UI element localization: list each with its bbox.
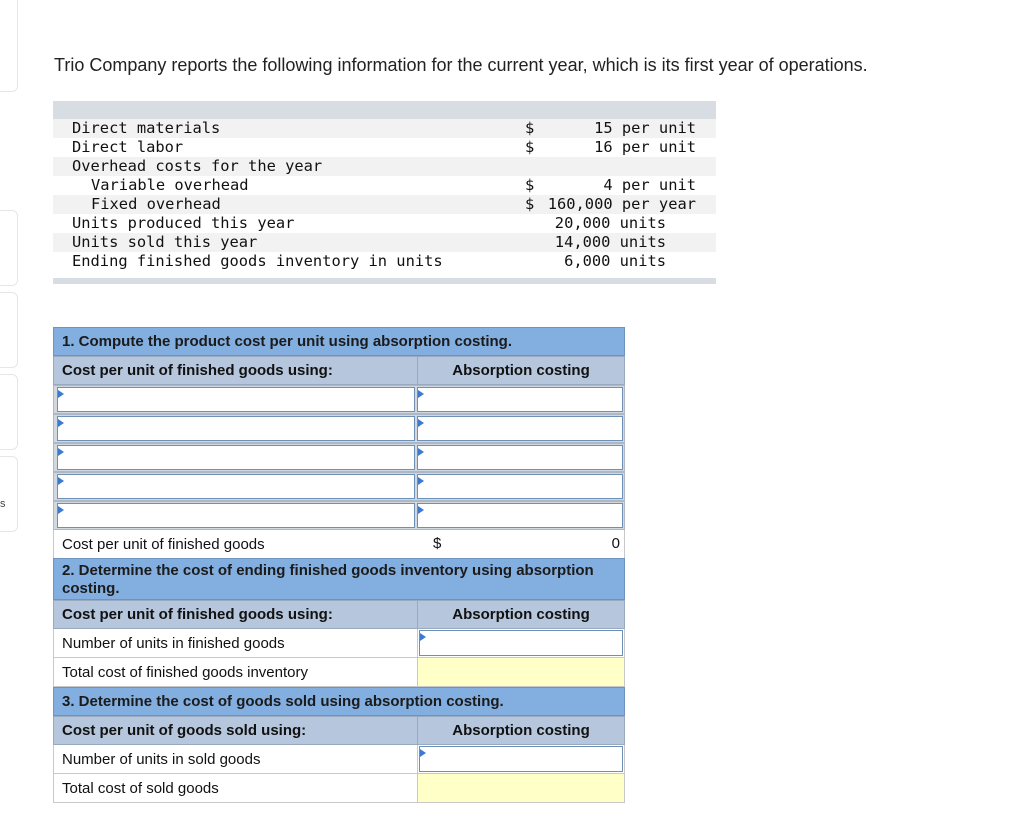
edge-glyph: s bbox=[0, 498, 6, 510]
info-row-value: 15 per unit bbox=[594, 119, 696, 137]
worksheet: 1. Compute the product cost per unit usi… bbox=[53, 327, 625, 803]
info-table: Direct materials $15 per unit Direct labor… bbox=[53, 101, 716, 284]
currency-symbol: $ bbox=[433, 535, 442, 552]
cost-item-dropdown[interactable] bbox=[57, 416, 415, 441]
info-row-label: Variable overhead bbox=[91, 176, 249, 194]
cost-amount-input[interactable] bbox=[417, 445, 623, 470]
cost-amount-input[interactable] bbox=[417, 474, 623, 499]
finished-units-input[interactable] bbox=[419, 630, 623, 656]
info-row-value: 6,000 units bbox=[564, 252, 666, 270]
info-row-label: Direct labor bbox=[72, 138, 184, 156]
cost-item-dropdown[interactable] bbox=[57, 387, 415, 412]
info-table-footer bbox=[53, 278, 716, 284]
part2-col1-label: Cost per unit of finished goods using: bbox=[54, 601, 418, 628]
dropdown-marker-icon bbox=[420, 633, 426, 641]
part1-col2-label: Absorption costing bbox=[452, 362, 590, 379]
info-row-label: Units sold this year bbox=[72, 233, 258, 251]
dropdown-marker-icon bbox=[418, 477, 424, 485]
part2-total-label: Total cost of finished goods inventory bbox=[54, 658, 418, 686]
cost-amount-input[interactable] bbox=[417, 387, 623, 412]
part1-input-row bbox=[53, 414, 625, 443]
dropdown-marker-icon bbox=[418, 419, 424, 427]
part3-col1-label: Cost per unit of goods sold using: bbox=[54, 717, 418, 744]
part2-units-label: Number of units in finished goods bbox=[54, 629, 418, 657]
dropdown-marker-icon bbox=[58, 506, 64, 514]
part1-total-cell: $ 0 bbox=[418, 530, 624, 558]
part2-units-row: Number of units in finished goods bbox=[53, 629, 625, 658]
cost-of-sold-goods-cell bbox=[418, 774, 624, 802]
part2-total-row: Total cost of finished goods inventory bbox=[53, 658, 625, 687]
dropdown-marker-icon bbox=[418, 506, 424, 514]
info-row: Units produced this year 20,000 units bbox=[53, 214, 716, 233]
info-row: Direct materials $15 per unit bbox=[53, 119, 716, 138]
part1-total-label: Cost per unit of finished goods bbox=[62, 536, 265, 553]
dropdown-marker-icon bbox=[58, 390, 64, 398]
part3-total-row: Total cost of sold goods bbox=[53, 774, 625, 803]
cost-item-dropdown[interactable] bbox=[57, 445, 415, 470]
info-row: Direct labor $16 per unit bbox=[53, 138, 716, 157]
part3-units-label: Number of units in sold goods bbox=[54, 745, 418, 773]
cost-item-dropdown[interactable] bbox=[57, 474, 415, 499]
cost-amount-input[interactable] bbox=[417, 503, 623, 528]
info-row: Overhead costs for the year bbox=[53, 157, 716, 176]
part2-column-header: Cost per unit of finished goods using: A… bbox=[53, 600, 625, 629]
info-row-label: Ending finished goods inventory in units bbox=[72, 252, 443, 270]
info-row-value: 14,000 units bbox=[554, 233, 666, 251]
info-row-currency: $ bbox=[525, 195, 535, 213]
info-row-value: 16 per unit bbox=[594, 138, 696, 156]
part3-column-header: Cost per unit of goods sold using: Absor… bbox=[53, 716, 625, 745]
edge-card bbox=[0, 0, 18, 92]
info-row-label: Overhead costs for the year bbox=[72, 157, 323, 175]
dropdown-marker-icon bbox=[58, 448, 64, 456]
part3-total-label: Total cost of sold goods bbox=[54, 774, 418, 802]
cost-item-dropdown[interactable] bbox=[57, 503, 415, 528]
part2-title: 2. Determine the cost of ending finished… bbox=[53, 558, 625, 600]
part3-title: 3. Determine the cost of goods sold usin… bbox=[53, 687, 625, 716]
dropdown-marker-icon bbox=[418, 448, 424, 456]
cost-amount-input[interactable] bbox=[417, 416, 623, 441]
info-row: Units sold this year 14,000 units bbox=[53, 233, 716, 252]
problem-intro: Trio Company reports the following infor… bbox=[54, 55, 868, 75]
info-row-currency: $ bbox=[525, 138, 535, 156]
part2-col2-label: Absorption costing bbox=[452, 606, 590, 623]
info-row-currency: $ bbox=[525, 119, 535, 137]
info-row-currency: $ bbox=[525, 176, 535, 194]
info-table-header bbox=[53, 101, 716, 119]
finished-goods-total-cell bbox=[418, 658, 624, 686]
part3-units-row: Number of units in sold goods bbox=[53, 745, 625, 774]
edge-card bbox=[0, 292, 18, 368]
info-row-value: 160,000 per year bbox=[547, 195, 696, 213]
edge-card bbox=[0, 374, 18, 450]
edge-card bbox=[0, 456, 18, 532]
edge-card bbox=[0, 210, 18, 286]
info-row-label: Units produced this year bbox=[72, 214, 295, 232]
info-row: Variable overhead $4 per unit bbox=[53, 176, 716, 195]
info-row: Fixed overhead $160,000 per year bbox=[53, 195, 716, 214]
part1-input-row bbox=[53, 443, 625, 472]
part3-col2-label: Absorption costing bbox=[452, 722, 590, 739]
sold-units-input[interactable] bbox=[419, 746, 623, 772]
part1-col1-label: Cost per unit of finished goods using: bbox=[54, 357, 418, 384]
part1-title: 1. Compute the product cost per unit usi… bbox=[53, 327, 625, 356]
part1-column-header: Cost per unit of finished goods using: A… bbox=[53, 356, 625, 385]
part1-total-value: 0 bbox=[611, 535, 620, 552]
part1-total-row: Cost per unit of finished goods $ 0 bbox=[53, 530, 625, 558]
info-row-label: Fixed overhead bbox=[91, 195, 221, 213]
part1-input-row bbox=[53, 385, 625, 414]
dropdown-marker-icon bbox=[58, 477, 64, 485]
dropdown-marker-icon bbox=[418, 390, 424, 398]
part1-input-row bbox=[53, 472, 625, 501]
info-row-label: Direct materials bbox=[72, 119, 221, 137]
info-row-value: 4 per unit bbox=[603, 176, 696, 194]
info-row: Ending finished goods inventory in units… bbox=[53, 252, 716, 271]
info-row-value: 20,000 units bbox=[554, 214, 666, 232]
part1-input-row bbox=[53, 501, 625, 530]
dropdown-marker-icon bbox=[58, 419, 64, 427]
dropdown-marker-icon bbox=[420, 749, 426, 757]
